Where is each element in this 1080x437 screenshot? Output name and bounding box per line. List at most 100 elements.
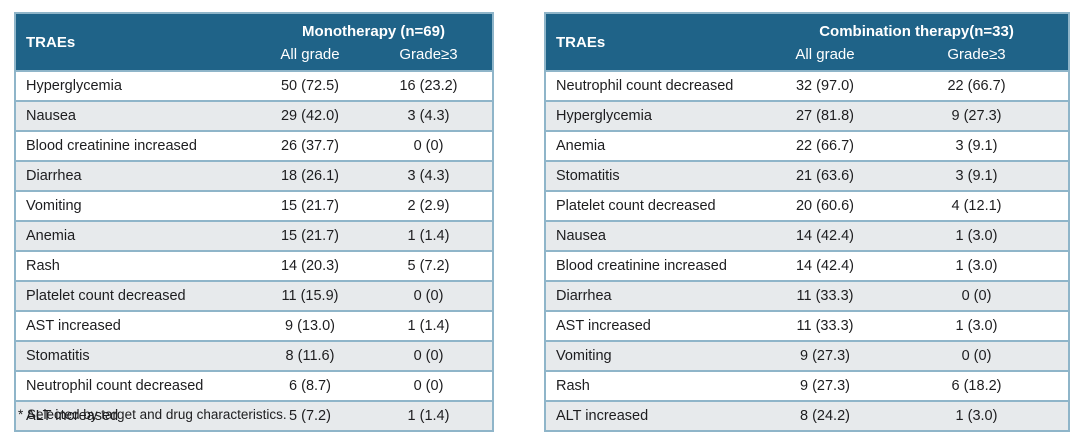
table-row: Nausea 14 (42.4) 1 (3.0) <box>545 221 1070 251</box>
cell-trae-name: Vomiting <box>26 198 82 214</box>
cell-grade-ge3: 3 (4.3) <box>407 168 450 184</box>
cell-trae-name: Hyperglycemia <box>556 108 652 124</box>
cell-trae-name: Hyperglycemia <box>26 78 122 94</box>
table-row: ALT increased 5 (7.2) 1 (1.4) <box>15 401 493 431</box>
traes-column-header: TRAEs <box>15 13 255 71</box>
table-row: Blood creatinine increased 26 (37.7) 0 (0) <box>15 131 493 161</box>
cell-grade-ge3: 5 (7.2) <box>407 258 450 274</box>
table-row: Anemia 15 (21.7) 1 (1.4) <box>15 221 493 251</box>
cell-grade-ge3: 3 (4.3) <box>407 108 450 124</box>
table-row: Hyperglycemia 27 (81.8) 9 (27.3) <box>545 101 1070 131</box>
cell-grade-ge3: 0 (0) <box>413 378 444 394</box>
cell-trae-name: Rash <box>26 258 60 274</box>
cell-grade-ge3: 1 (1.4) <box>407 408 450 424</box>
cell-trae-name: Anemia <box>556 138 606 154</box>
cell-grade-ge3: 3 (9.1) <box>955 168 998 184</box>
all-grade-column-header: All grade <box>765 42 885 71</box>
cell-all-grade: 11 (15.9) <box>281 288 339 304</box>
footnote: * Selected by target and drug characteri… <box>18 407 287 422</box>
monotherapy-table-body: Hyperglycemia 50 (72.5) 16 (23.2) Nausea 29 … <box>15 71 493 431</box>
table-row: Rash 9 (27.3) 6 (18.2) <box>545 371 1070 401</box>
monotherapy-table-header: TRAEs Monotherapy (n=69) All grade Grade… <box>15 13 493 71</box>
cell-all-grade: 29 (42.0) <box>280 108 340 124</box>
cell-trae-name: Platelet count decreased <box>26 288 186 304</box>
table-row: Diarrhea 18 (26.1) 3 (4.3) <box>15 161 493 191</box>
cell-all-grade: 21 (63.6) <box>795 168 855 184</box>
cell-trae-name: Neutrophil count decreased <box>556 78 734 94</box>
combination-therapy-table: TRAEs Combination therapy(n=33) All grad… <box>544 12 1071 432</box>
cell-grade-ge3: 0 (0) <box>413 288 444 304</box>
table-row: Hyperglycemia 50 (72.5) 16 (23.2) <box>15 71 493 101</box>
cell-grade-ge3: 1 (3.0) <box>955 408 998 424</box>
cell-all-grade: 18 (26.1) <box>280 168 340 184</box>
cell-trae-name: Stomatitis <box>556 168 620 184</box>
cell-grade-ge3: 2 (2.9) <box>407 198 450 214</box>
cell-all-grade: 14 (20.3) <box>280 258 340 274</box>
cell-all-grade: 8 (11.6) <box>285 348 335 364</box>
cell-all-grade: 9 (13.0) <box>285 318 335 334</box>
monotherapy-group-header: Monotherapy (n=69) <box>255 13 493 42</box>
cell-grade-ge3: 1 (3.0) <box>955 258 998 274</box>
table-row: Blood creatinine increased 14 (42.4) 1 (3.… <box>545 251 1070 281</box>
cell-all-grade: 6 (8.7) <box>289 378 331 394</box>
cell-all-grade: 20 (60.6) <box>795 198 855 214</box>
cell-all-grade: 26 (37.7) <box>280 138 340 154</box>
table-row: Neutrophil count decreased 32 (97.0) 22 (6… <box>545 71 1070 101</box>
cell-all-grade: 14 (42.4) <box>795 228 855 244</box>
cell-grade-ge3: 0 (0) <box>961 288 992 304</box>
cell-all-grade: 8 (24.2) <box>800 408 850 424</box>
cell-trae-name: Stomatitis <box>26 348 90 364</box>
cell-grade-ge3: 4 (12.1) <box>951 198 1002 214</box>
cell-all-grade: 9 (27.3) <box>800 378 850 394</box>
table-row: AST increased 9 (13.0) 1 (1.4) <box>15 311 493 341</box>
grade-ge3-column-header: Grade≥3 <box>885 42 1070 71</box>
table-row: Diarrhea 11 (33.3) 0 (0) <box>545 281 1070 311</box>
cell-trae-name: AST increased <box>556 318 651 334</box>
cell-trae-name: Nausea <box>556 228 606 244</box>
table-row: Vomiting 15 (21.7) 2 (2.9) <box>15 191 493 221</box>
cell-trae-name: AST increased <box>26 318 121 334</box>
table-row: ALT increased 8 (24.2) 1 (3.0) <box>545 401 1070 431</box>
cell-grade-ge3: 1 (1.4) <box>407 228 450 244</box>
cell-all-grade: 9 (27.3) <box>800 348 850 364</box>
cell-all-grade: 11 (33.3) <box>796 288 854 304</box>
grade-ge3-column-header: Grade≥3 <box>365 42 493 71</box>
combination-group-header: Combination therapy(n=33) <box>765 13 1070 42</box>
cell-trae-name: Platelet count decreased <box>556 198 716 214</box>
cell-trae-name: Anemia <box>26 228 76 244</box>
cell-all-grade: 15 (21.7) <box>280 198 340 214</box>
cell-grade-ge3: 0 (0) <box>413 138 444 154</box>
table-row: Neutrophil count decreased 6 (8.7) 0 (0) <box>15 371 493 401</box>
cell-grade-ge3: 0 (0) <box>961 348 992 364</box>
cell-trae-name: ALT increased <box>556 408 649 424</box>
cell-grade-ge3: 1 (3.0) <box>955 318 998 334</box>
cell-grade-ge3: 6 (18.2) <box>951 378 1002 394</box>
table-row: Stomatitis 8 (11.6) 0 (0) <box>15 341 493 371</box>
cell-trae-name: Diarrhea <box>556 288 612 304</box>
table-row: AST increased 11 (33.3) 1 (3.0) <box>545 311 1070 341</box>
cell-trae-name: Rash <box>556 378 590 394</box>
cell-all-grade: 5 (7.2) <box>289 408 331 424</box>
cell-all-grade: 50 (72.5) <box>280 78 340 94</box>
cell-trae-name: Nausea <box>26 108 76 124</box>
cell-trae-name: ALT increased <box>26 408 119 424</box>
cell-grade-ge3: 22 (66.7) <box>947 78 1006 94</box>
traes-column-header: TRAEs <box>545 13 765 71</box>
table-row: Nausea 29 (42.0) 3 (4.3) <box>15 101 493 131</box>
table-row: Platelet count decreased 20 (60.6) 4 (12.1… <box>545 191 1070 221</box>
cell-all-grade: 27 (81.8) <box>795 108 855 124</box>
cell-grade-ge3: 1 (1.4) <box>407 318 450 334</box>
cell-grade-ge3: 9 (27.3) <box>951 108 1002 124</box>
cell-all-grade: 11 (33.3) <box>796 318 854 334</box>
table-row: Anemia 22 (66.7) 3 (9.1) <box>545 131 1070 161</box>
combination-table-header: TRAEs Combination therapy(n=33) All grad… <box>545 13 1070 71</box>
cell-all-grade: 14 (42.4) <box>795 258 855 274</box>
cell-grade-ge3: 0 (0) <box>413 348 444 364</box>
table-row: Vomiting 9 (27.3) 0 (0) <box>545 341 1070 371</box>
cell-grade-ge3: 16 (23.2) <box>399 78 458 94</box>
cell-grade-ge3: 3 (9.1) <box>955 138 998 154</box>
table-row: Platelet count decreased 11 (15.9) 0 (0) <box>15 281 493 311</box>
cell-trae-name: Blood creatinine increased <box>556 258 727 274</box>
cell-grade-ge3: 1 (3.0) <box>955 228 998 244</box>
